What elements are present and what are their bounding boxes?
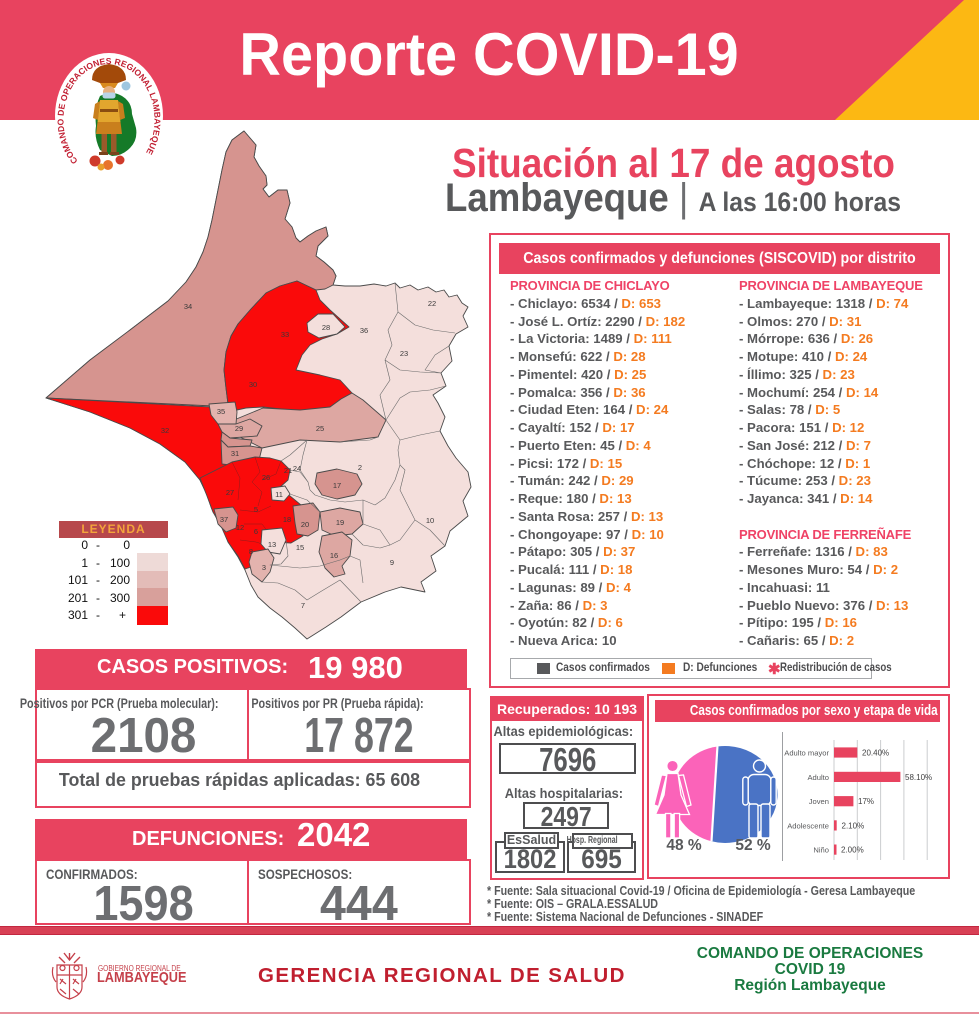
svg-text:2.00%: 2.00% bbox=[841, 846, 864, 855]
svg-text:Adulto mayor: Adulto mayor bbox=[784, 749, 829, 758]
svg-text:13: 13 bbox=[268, 540, 276, 549]
svg-text:5: 5 bbox=[254, 505, 258, 514]
svg-text:20.40%: 20.40% bbox=[862, 749, 889, 758]
svg-text:19: 19 bbox=[336, 518, 344, 527]
svg-text:37: 37 bbox=[220, 515, 228, 524]
svg-text:34: 34 bbox=[184, 302, 192, 311]
svg-text:48 %: 48 % bbox=[666, 837, 702, 854]
svg-text:32: 32 bbox=[161, 426, 169, 435]
svg-text:31: 31 bbox=[231, 449, 239, 458]
svg-text:27: 27 bbox=[226, 488, 234, 497]
svg-text:8: 8 bbox=[249, 547, 253, 556]
svg-text:36: 36 bbox=[360, 326, 368, 335]
svg-text:58.10%: 58.10% bbox=[905, 773, 932, 782]
svg-text:30: 30 bbox=[249, 380, 257, 389]
svg-text:3: 3 bbox=[262, 563, 266, 572]
svg-text:28: 28 bbox=[322, 323, 330, 332]
svg-text:17%: 17% bbox=[858, 797, 874, 806]
svg-text:16: 16 bbox=[330, 551, 338, 560]
svg-text:26: 26 bbox=[262, 473, 270, 482]
svg-text:33: 33 bbox=[281, 330, 289, 339]
svg-text:9: 9 bbox=[390, 558, 394, 567]
svg-text:24: 24 bbox=[293, 464, 301, 473]
svg-text:7: 7 bbox=[301, 601, 305, 610]
svg-text:Adulto: Adulto bbox=[807, 773, 829, 782]
svg-text:35: 35 bbox=[217, 407, 225, 416]
svg-text:2: 2 bbox=[358, 463, 362, 472]
svg-text:Adolescente: Adolescente bbox=[787, 821, 829, 830]
svg-text:22: 22 bbox=[428, 299, 436, 308]
svg-text:11: 11 bbox=[275, 490, 283, 499]
svg-text:29: 29 bbox=[235, 424, 243, 433]
svg-text:23: 23 bbox=[400, 349, 408, 358]
svg-text:20: 20 bbox=[301, 520, 309, 529]
svg-text:25: 25 bbox=[316, 424, 324, 433]
svg-text:Joven: Joven bbox=[809, 797, 829, 806]
svg-text:2.10%: 2.10% bbox=[842, 821, 865, 830]
svg-text:17: 17 bbox=[333, 481, 341, 490]
svg-text:12: 12 bbox=[236, 523, 244, 532]
svg-text:Niño: Niño bbox=[813, 846, 829, 855]
svg-text:18: 18 bbox=[283, 515, 291, 524]
svg-text:21: 21 bbox=[284, 466, 292, 475]
svg-text:6: 6 bbox=[254, 527, 258, 536]
svg-text:15: 15 bbox=[296, 543, 304, 552]
svg-text:10: 10 bbox=[426, 516, 434, 525]
svg-text:52 %: 52 % bbox=[735, 837, 771, 854]
